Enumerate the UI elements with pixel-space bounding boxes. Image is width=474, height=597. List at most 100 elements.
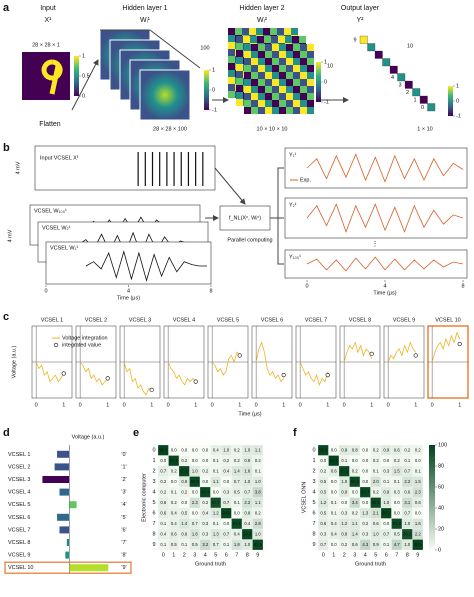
cell-label: 0.0 xyxy=(362,500,368,505)
cell-label: 0.1 xyxy=(160,521,166,526)
ellipsis: ⋮ xyxy=(372,241,379,248)
cell-label: 1.4 xyxy=(181,521,187,526)
y-tick-label: 9 xyxy=(152,542,155,548)
hidden1-stack xyxy=(99,29,201,121)
x-tick-label: 1 xyxy=(282,402,285,408)
arrow xyxy=(214,167,246,205)
cell-label: 0.2 xyxy=(202,468,208,473)
colorbar-tick-label: 60 xyxy=(438,484,444,490)
x-tick-label: 1 xyxy=(150,402,153,408)
legend-label: Voltage integration xyxy=(62,335,108,341)
cell-label: 0.2 xyxy=(255,458,261,463)
function-box xyxy=(219,205,271,231)
bar xyxy=(66,539,70,546)
cell-label: 0.2 xyxy=(234,458,240,463)
digit-label: 1 xyxy=(413,97,416,103)
cell-label: 1.4 xyxy=(234,468,240,473)
cell-label: 0.1 xyxy=(331,510,337,515)
cell-label: 0.0 xyxy=(383,458,389,463)
colorbar-tick-label: 80 xyxy=(438,463,444,469)
weight-pixel xyxy=(291,28,298,35)
x-tick-label: 1 xyxy=(370,402,373,408)
cell-label: 0.0 xyxy=(352,458,358,463)
subplot-title: VCSEL 8 xyxy=(349,317,371,323)
cell-label: 0.9 xyxy=(181,479,187,484)
weight-pixel xyxy=(271,36,278,43)
symbol: Y² xyxy=(357,17,365,24)
cell-label: 1.0 xyxy=(404,521,410,526)
integrated-point xyxy=(193,379,198,384)
cell-label: 87.7 xyxy=(212,500,221,505)
cell-label: 0.0 xyxy=(331,447,337,452)
weight-pixel xyxy=(251,51,258,58)
cell xyxy=(252,539,264,551)
cell-label: 1.2 xyxy=(320,500,326,505)
bar xyxy=(42,476,70,483)
cell-label: 0.4 xyxy=(171,510,177,515)
category-label: VCSEL 1 xyxy=(8,452,30,458)
weight-pixel xyxy=(244,44,251,51)
symbol: X¹ xyxy=(45,17,53,24)
bar xyxy=(59,488,70,496)
label: Hidden layer 1 xyxy=(122,5,167,12)
weight-pixel xyxy=(300,72,307,79)
cell-label: 0.4 xyxy=(223,468,229,473)
weight-pixel xyxy=(251,107,258,114)
cell-label: 91.3 xyxy=(393,521,402,526)
label: 10 xyxy=(407,43,413,49)
voltage-line xyxy=(387,341,417,363)
integrated-point xyxy=(281,372,286,378)
weight-pixel xyxy=(286,72,293,79)
y-tick-label: 4 xyxy=(312,490,315,496)
cell-label: 0.0 xyxy=(192,489,198,494)
cell-label: 0.2 xyxy=(341,542,347,547)
voltage-line xyxy=(211,351,241,376)
cell-label: 0.9 xyxy=(383,447,389,452)
cell-label: 0.0 xyxy=(394,500,400,505)
y-tick-label: 3 xyxy=(312,479,315,485)
integrated-point xyxy=(369,351,374,356)
x-tick-label: 4 xyxy=(204,552,207,558)
weight-pixel xyxy=(228,84,235,91)
y-tick-label: 8 xyxy=(312,532,315,538)
integrated-point xyxy=(413,353,418,358)
cell-label: 0.3 xyxy=(202,521,208,526)
x-tick-label: 0 xyxy=(79,402,82,408)
weight-pixel xyxy=(258,65,265,72)
weight-pixel xyxy=(251,93,258,100)
cell-label: 0.0 xyxy=(234,510,240,515)
weight-pixel xyxy=(265,65,272,72)
cell-label: 0.2 xyxy=(171,468,177,473)
weight-pixel xyxy=(286,93,293,100)
integrated-point xyxy=(237,353,242,358)
weight-pixel xyxy=(277,28,284,35)
cell-label: 1.0 xyxy=(255,531,261,536)
cell-label: 0.5 xyxy=(394,531,400,536)
weight-pixel xyxy=(250,36,257,43)
label: 28 × 28 × 1 xyxy=(32,42,60,48)
weight-pixel xyxy=(235,28,242,35)
cell-label: 0.2 xyxy=(394,458,400,463)
x-tick-label: 7 xyxy=(395,552,398,558)
colorbar-tick-label: -1 xyxy=(324,99,329,105)
output-trace xyxy=(306,256,464,272)
weight-pixel xyxy=(300,58,307,65)
cell-label: 0.1 xyxy=(404,458,410,463)
cell-label: 0.0 xyxy=(362,479,368,484)
output-box xyxy=(284,147,468,189)
legend-swatch xyxy=(53,342,59,348)
weight-pixel xyxy=(236,99,243,106)
cell-label: 1.0 xyxy=(255,479,261,484)
weight-pixel xyxy=(272,51,279,58)
cell-label: 0.8 xyxy=(352,447,358,452)
weight-pixel xyxy=(265,72,272,79)
weight-pixel xyxy=(279,86,286,93)
x-axis-label: Time (μs) xyxy=(373,290,396,296)
weight-label: VCSEL W₂¹ xyxy=(42,225,71,231)
integrated-point xyxy=(457,341,462,347)
cell-label: 1.5 xyxy=(415,479,421,484)
x-tick-label: 1 xyxy=(332,552,335,558)
cell-label: 93.9 xyxy=(254,542,263,547)
output-cell xyxy=(374,50,383,59)
